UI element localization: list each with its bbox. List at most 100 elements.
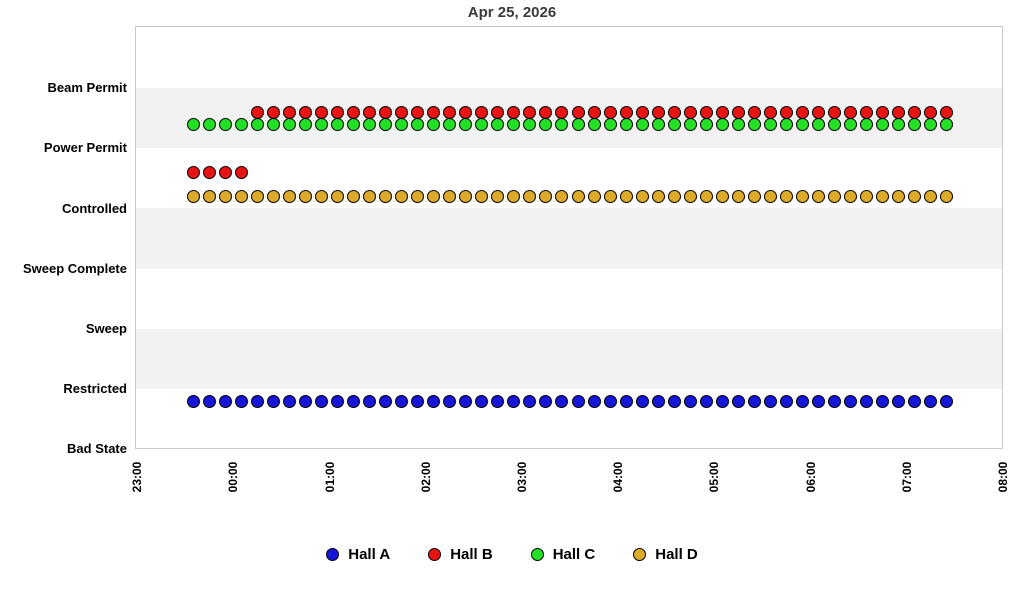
data-point-hall-a <box>635 394 649 408</box>
data-point-hall-c <box>796 117 810 131</box>
data-point-hall-c <box>186 117 200 131</box>
data-point-hall-c <box>731 117 745 131</box>
data-point-hall-b <box>683 105 697 119</box>
data-point-hall-a <box>844 394 858 408</box>
data-point-hall-b <box>940 105 954 119</box>
data-point-hall-c <box>491 117 505 131</box>
data-point-hall-b <box>507 105 521 119</box>
data-point-hall-a <box>683 394 697 408</box>
data-point-hall-a <box>876 394 890 408</box>
x-tick-23-00: 23:00 <box>130 461 144 493</box>
data-point-hall-a <box>780 394 793 408</box>
data-point-hall-a <box>475 394 489 408</box>
data-point-hall-d <box>587 189 601 203</box>
data-point-hall-b <box>924 105 938 119</box>
data-point-hall-a <box>651 394 665 408</box>
data-point-hall-d <box>571 189 585 203</box>
data-point-hall-c <box>539 117 553 131</box>
data-point-hall-b <box>491 105 505 119</box>
data-point-hall-a <box>747 394 761 408</box>
data-point-hall-c <box>860 117 874 131</box>
data-point-hall-c <box>250 117 264 131</box>
data-point-hall-b <box>908 105 922 119</box>
data-point-hall-c <box>555 117 569 131</box>
data-point-hall-b <box>363 105 377 119</box>
legend-item-hall-a: Hall A <box>326 546 390 563</box>
legend-swatch-hall-d <box>633 547 647 561</box>
data-point-hall-a <box>667 394 681 408</box>
y-axis-label-restricted: Restricted <box>63 381 127 396</box>
data-point-hall-c <box>507 117 521 131</box>
data-point-hall-d <box>314 189 328 203</box>
data-point-hall-d <box>443 189 457 203</box>
data-point-hall-d <box>635 189 649 203</box>
data-point-hall-d <box>250 189 264 203</box>
data-point-hall-d <box>363 189 377 203</box>
data-point-hall-b <box>539 105 553 119</box>
x-tick-03-00: 03:00 <box>515 461 529 493</box>
data-point-hall-b <box>395 105 409 119</box>
data-point-hall-d <box>844 189 858 203</box>
data-point-hall-d <box>667 189 681 203</box>
data-point-hall-a <box>796 394 810 408</box>
data-point-hall-d <box>491 189 505 203</box>
data-point-hall-b <box>427 105 441 119</box>
x-tick-06-00: 06:00 <box>804 461 818 493</box>
data-point-hall-c <box>780 117 793 131</box>
data-point-hall-b <box>266 105 280 119</box>
data-point-hall-c <box>202 117 216 131</box>
data-point-hall-d <box>427 189 441 203</box>
y-axis-label-beam-permit: Beam Permit <box>47 80 127 95</box>
x-tick-01-00: 01:00 <box>323 461 337 493</box>
legend-item-hall-d: Hall D <box>633 546 698 563</box>
data-point-hall-d <box>395 189 409 203</box>
data-point-hall-b <box>314 105 328 119</box>
data-point-hall-d <box>796 189 810 203</box>
data-point-hall-c <box>218 117 232 131</box>
data-point-hall-a <box>282 394 296 408</box>
data-point-hall-b <box>218 165 232 179</box>
data-point-hall-c <box>683 117 697 131</box>
data-point-hall-b <box>651 105 665 119</box>
data-point-hall-b <box>330 105 344 119</box>
data-point-hall-d <box>860 189 874 203</box>
legend-label-hall-d: Hall D <box>655 545 698 563</box>
data-point-hall-c <box>844 117 858 131</box>
data-point-hall-a <box>908 394 922 408</box>
data-point-hall-a <box>892 394 906 408</box>
data-point-hall-a <box>330 394 344 408</box>
data-point-hall-c <box>571 117 585 131</box>
data-point-hall-d <box>876 189 890 203</box>
data-point-hall-d <box>763 189 777 203</box>
data-point-hall-c <box>379 117 393 131</box>
data-point-hall-a <box>347 394 360 408</box>
data-point-hall-d <box>908 189 922 203</box>
data-point-hall-d <box>828 189 842 203</box>
data-point-hall-c <box>667 117 681 131</box>
data-point-hall-b <box>796 105 810 119</box>
data-point-hall-d <box>475 189 489 203</box>
data-point-hall-b <box>747 105 761 119</box>
data-point-hall-c <box>347 117 360 131</box>
data-point-hall-d <box>523 189 537 203</box>
data-point-hall-d <box>892 189 906 203</box>
data-point-hall-a <box>587 394 601 408</box>
data-point-hall-a <box>763 394 777 408</box>
band-controlled <box>136 208 1002 269</box>
data-point-hall-b <box>828 105 842 119</box>
data-point-hall-d <box>298 189 312 203</box>
data-point-hall-a <box>555 394 569 408</box>
data-point-hall-b <box>571 105 585 119</box>
data-point-hall-c <box>330 117 344 131</box>
data-point-hall-b <box>523 105 537 119</box>
data-point-hall-c <box>924 117 938 131</box>
data-point-hall-a <box>234 394 248 408</box>
data-point-hall-b <box>459 105 473 119</box>
data-point-hall-b <box>186 165 200 179</box>
data-point-hall-d <box>266 189 280 203</box>
data-point-hall-b <box>860 105 874 119</box>
data-point-hall-b <box>780 105 793 119</box>
data-point-hall-d <box>347 189 360 203</box>
legend-swatch-hall-a <box>326 547 340 561</box>
